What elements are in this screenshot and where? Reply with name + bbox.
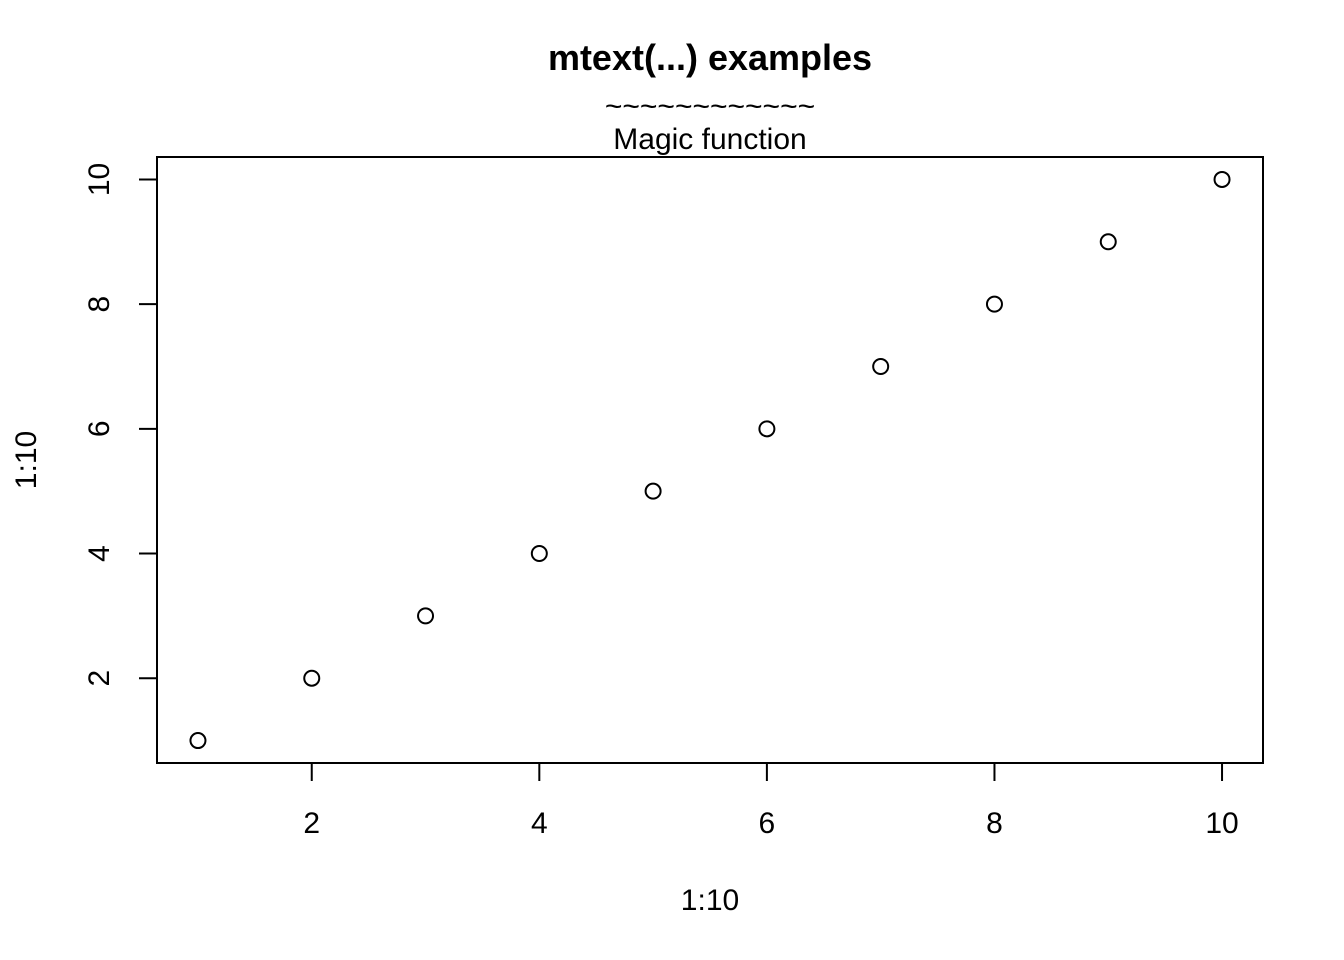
y-tick-label: 10 [83,163,116,196]
mtext-tildes: ~~~~~~~~~~~~ [605,90,815,123]
mtext-magic-function: Magic function [613,123,806,156]
data-point [1099,233,1117,251]
y-axis-label: 1:10 [10,431,43,489]
data-point [644,482,662,500]
x-tick-label: 4 [531,807,548,840]
data-point [417,607,435,625]
y-tick-label: 4 [83,545,116,562]
data-point [985,295,1003,313]
y-tick-label: 6 [83,420,116,437]
chart-title: mtext(...) examples [548,37,872,78]
data-point [758,420,776,438]
x-tick-label: 2 [303,807,320,840]
y-tick-label: 8 [83,296,116,313]
data-point [189,732,207,750]
y-axis: 2 4 6 8 10 [83,163,158,687]
x-tick-label: 6 [759,807,776,840]
data-point [1213,170,1231,188]
y-tick-label: 2 [83,670,116,687]
data-point [303,669,321,687]
plot-frame [156,156,1264,764]
x-tick-label: 10 [1205,807,1238,840]
data-point [872,357,890,375]
data-point [530,545,548,563]
x-tick-label: 8 [986,807,1003,840]
data-points [189,170,1231,750]
x-axis-label: 1:10 [681,884,739,917]
x-axis: 2 4 6 8 10 [303,762,1239,840]
